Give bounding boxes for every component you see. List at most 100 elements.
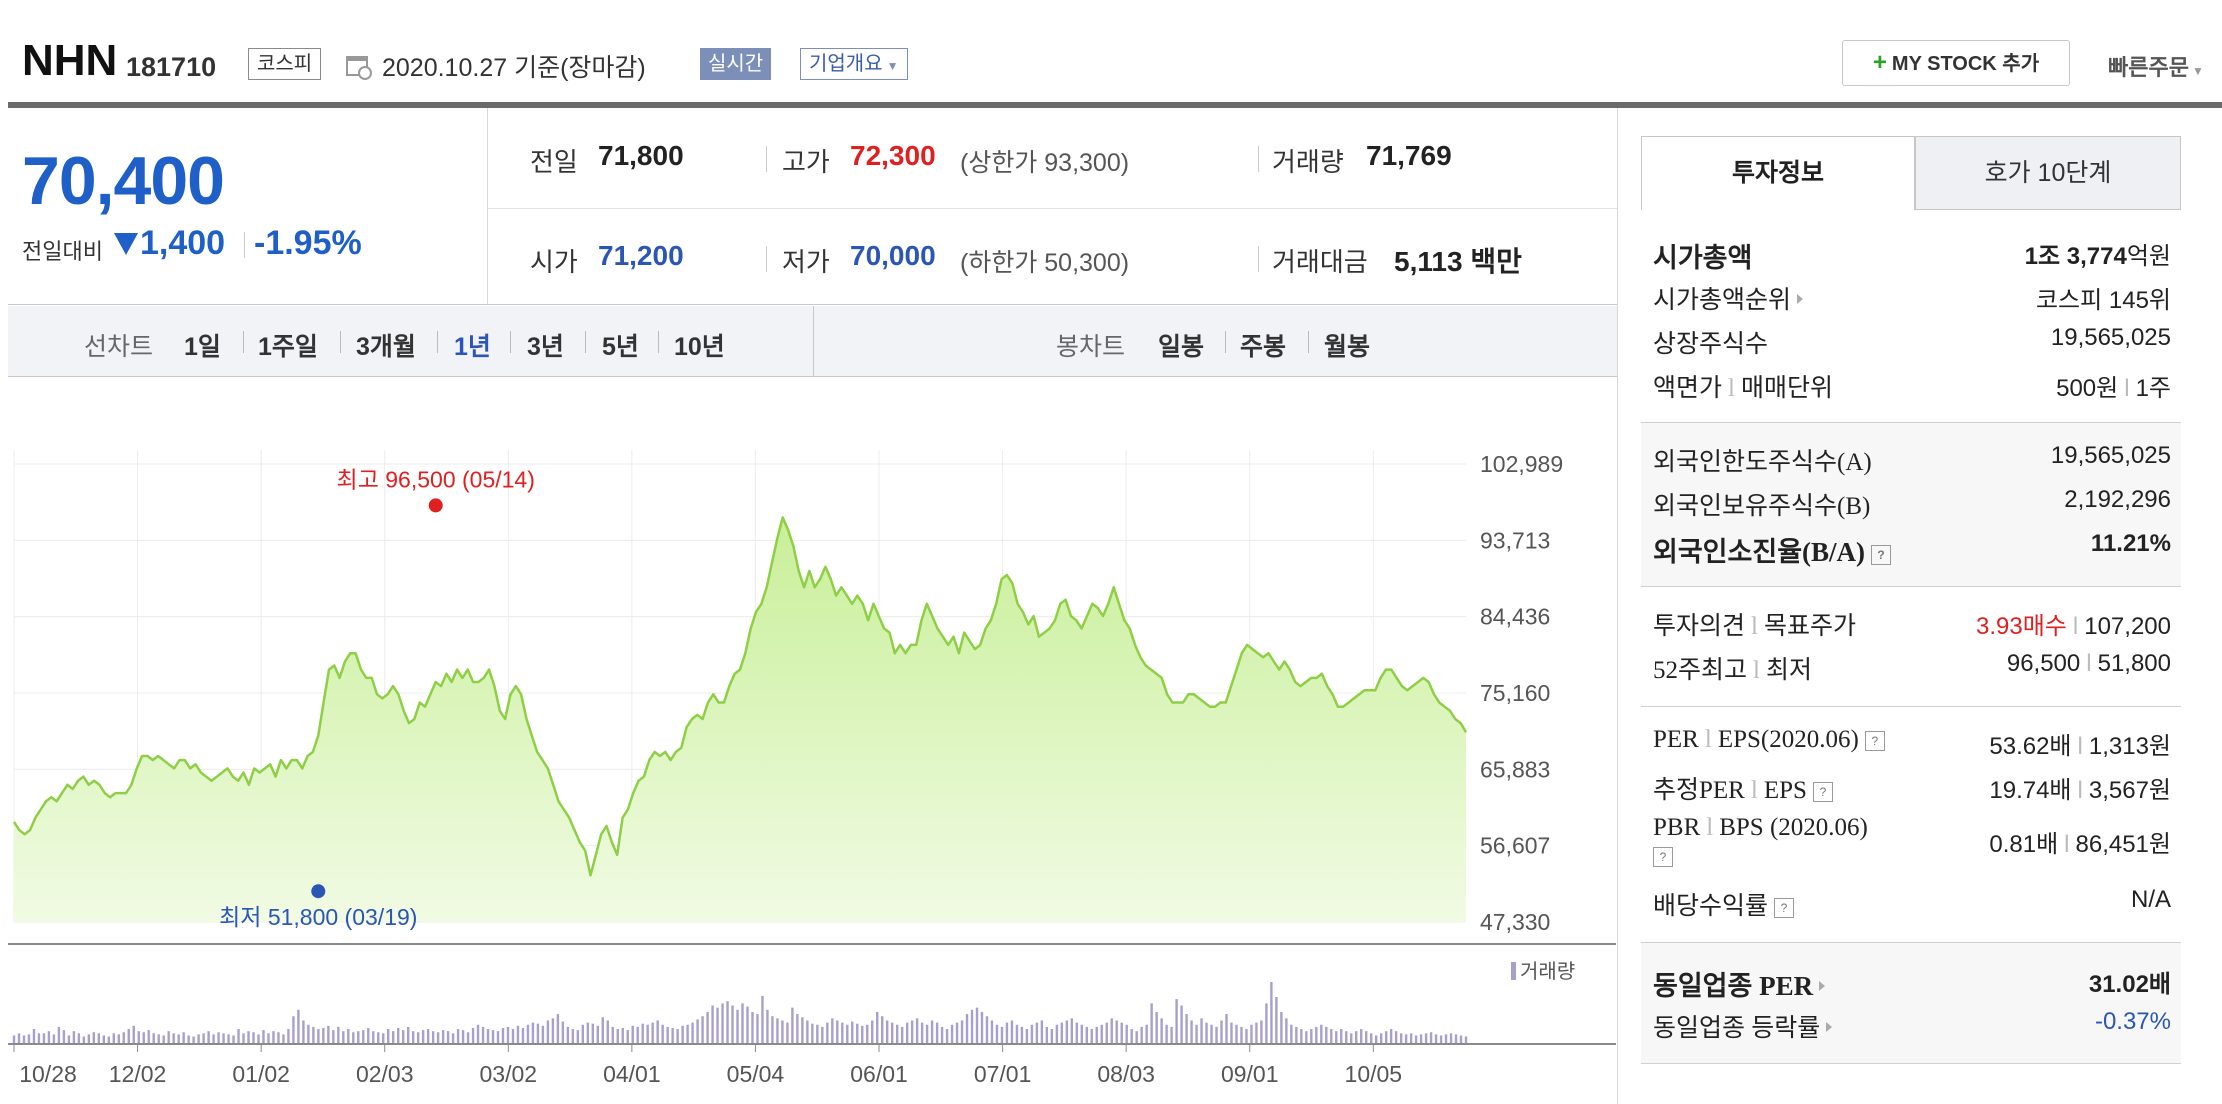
diff-amount: 1,400: [140, 224, 226, 262]
week52-low-value: 51,800: [2097, 650, 2171, 677]
help-icon[interactable]: ?: [1871, 545, 1892, 565]
volume-bar: [871, 1020, 874, 1044]
volume-bar: [506, 1026, 510, 1044]
volume-bar: [1225, 1014, 1228, 1044]
quick-order-label: 빠른주문: [2108, 55, 2189, 80]
volume-bar: [17, 1033, 21, 1044]
volume-bar: [691, 1022, 694, 1044]
volume-value: 71,769: [1366, 140, 1452, 171]
volume-bar: [1295, 1026, 1298, 1044]
x-tick-label: 03/02: [480, 1061, 538, 1087]
volume-bar: [182, 1032, 185, 1044]
volume-bar: [1190, 1020, 1193, 1044]
divider: [437, 331, 438, 353]
volume-bar: [766, 1009, 769, 1044]
pbr-label: PBR l BPS (2020.06)?: [1653, 814, 1868, 870]
volume-bar: [72, 1031, 76, 1044]
tab-orderbook[interactable]: 호가 10단계: [1915, 136, 2181, 210]
candle-monthly[interactable]: 월봉: [1324, 333, 1371, 361]
add-mystock-button[interactable]: + MY STOCK 추가: [1842, 40, 2070, 86]
foreign-limit-row: 외국인한도주식수(A) 19,565,025: [1653, 442, 2171, 482]
candle-weekly[interactable]: 주봉: [1240, 333, 1287, 361]
candle-daily[interactable]: 일봉: [1158, 333, 1205, 361]
volume-bar: [935, 1022, 939, 1044]
volume-bar: [1305, 1031, 1308, 1044]
period-1y[interactable]: 1년: [454, 333, 491, 361]
volume-bar: [1360, 1029, 1363, 1044]
volume-bar: [681, 1025, 684, 1044]
volume-bar: [591, 1023, 595, 1044]
volume-bar: [975, 1007, 979, 1044]
volume-bar: [511, 1029, 515, 1044]
volume-bar: [1330, 1029, 1333, 1044]
period-3y[interactable]: 3년: [527, 333, 564, 361]
x-tick-label: 01/02: [232, 1061, 290, 1087]
period-1w[interactable]: 1주일: [258, 333, 318, 361]
plus-icon: +: [1872, 49, 1887, 76]
divider: [487, 108, 488, 304]
foreign-ratio-value: 11.21%: [2090, 530, 2171, 557]
help-icon[interactable]: ?: [1864, 731, 1885, 751]
volume-bar: [1085, 1026, 1088, 1044]
volume-bar: [631, 1025, 634, 1044]
period-3m[interactable]: 3개월: [356, 333, 416, 361]
company-overview-button[interactable]: 기업개요 ▼: [800, 48, 908, 80]
volume-bar: [486, 1029, 490, 1044]
est-per-text: 추정PER: [1653, 777, 1745, 804]
y-tick-label: 56,607: [1480, 833, 1550, 859]
industry-change-label[interactable]: 동일업종 등락률: [1653, 1008, 1833, 1044]
x-tick-label: 04/01: [603, 1061, 661, 1087]
opinion-rating: 3.93매수: [1976, 613, 2067, 640]
upper-limit: (상한가 93,300): [960, 149, 1130, 177]
help-icon[interactable]: ?: [1812, 782, 1833, 802]
volume-bar: [646, 1024, 649, 1044]
period-10y[interactable]: 10년: [674, 333, 725, 361]
volume-bar: [616, 1029, 619, 1044]
volume-bar: [307, 1024, 310, 1044]
volume-bar: [940, 1026, 944, 1044]
volume-bar: [401, 1030, 405, 1044]
opinion-text: 투자의견: [1653, 613, 1746, 640]
volume-bar: [177, 1034, 180, 1044]
tab-investment-info[interactable]: 투자정보: [1641, 136, 1915, 210]
volume-bar: [252, 1032, 255, 1044]
industry-per-label[interactable]: 동일업종 PER: [1653, 964, 1826, 1003]
volume-bar: [362, 1030, 365, 1044]
volume-bar: [1335, 1031, 1338, 1044]
volume-bar: [1105, 1022, 1108, 1044]
bps-number: 86,451원: [2075, 831, 2172, 858]
help-icon[interactable]: ?: [1653, 847, 1673, 867]
opinion-value: 3.93매수 l 107,200: [1976, 613, 2171, 640]
volume-bar: [1120, 1022, 1123, 1044]
market-cap-rank-label[interactable]: 시가총액순위: [1653, 280, 1804, 316]
volume-bar: [696, 1019, 699, 1044]
volume-bar: [1250, 1024, 1253, 1044]
volume-bar: [1195, 1024, 1198, 1044]
quick-order-menu[interactable]: 빠른주문 ▼: [2108, 50, 2204, 82]
eps-text: EPS(2020.06): [1717, 726, 1859, 753]
help-icon[interactable]: ?: [1774, 898, 1795, 918]
volume-bar: [676, 1029, 679, 1044]
volume-bar: [142, 1032, 145, 1044]
volume-bar: [1409, 1033, 1413, 1044]
volume-bar: [1090, 1029, 1093, 1044]
volume-bar: [895, 1024, 899, 1044]
foreign-limit-label: 외국인한도주식수(A): [1653, 449, 1872, 476]
industry-per-row: 동일업종 PER 31.02배: [1653, 964, 2171, 1004]
volume-bar: [451, 1033, 455, 1044]
volume-bar: [945, 1029, 949, 1044]
price-change-percent: -1.95%: [254, 224, 362, 262]
volume-bar: [481, 1026, 485, 1044]
volume-bar: [197, 1034, 200, 1044]
volume-bar: [791, 1007, 794, 1044]
volume-bar: [1180, 1005, 1183, 1044]
stock-code: 181710: [126, 52, 217, 82]
dividend-text: 배당수익률: [1653, 893, 1769, 920]
realtime-button[interactable]: 실시간: [700, 48, 772, 80]
period-1d[interactable]: 1일: [184, 333, 221, 361]
divider: [488, 208, 1618, 209]
volume-bar: [476, 1024, 480, 1044]
period-5y[interactable]: 5년: [602, 333, 639, 361]
pbr-number: 0.81배: [1989, 831, 2059, 858]
volume-bar: [1060, 1022, 1064, 1044]
